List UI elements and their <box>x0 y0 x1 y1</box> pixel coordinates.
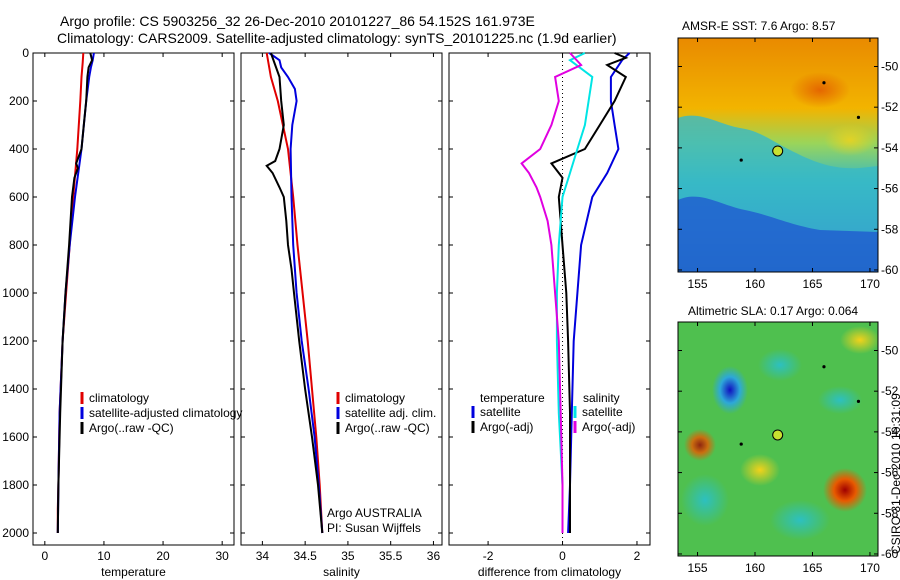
island-marker <box>822 365 826 369</box>
series-line-3-1 <box>567 52 631 534</box>
y-tick-label: 600 <box>9 190 29 204</box>
map-y-tick-label: -52 <box>881 384 899 398</box>
series-line-2-3 <box>265 52 324 534</box>
y-tick-label: 1200 <box>2 334 29 348</box>
sla-map-title: Altimetric SLA: 0.17 Argo: 0.064 <box>688 304 859 318</box>
sla-field <box>678 322 878 556</box>
y-tick-label: 400 <box>9 142 29 156</box>
island-marker <box>856 399 861 403</box>
y-tick-label: 0 <box>22 46 29 60</box>
x-tick-label: 0 <box>41 549 48 563</box>
x-tick-label: 34 <box>256 549 270 563</box>
diff-legend-label: Argo(-adj) <box>582 420 635 434</box>
argo-position-marker <box>772 429 784 441</box>
plot-frame-3 <box>448 52 651 546</box>
x-tick-label: 20 <box>156 549 170 563</box>
map-x-tick-label: 170 <box>860 277 880 291</box>
map-frame-2 <box>677 321 879 557</box>
y-tick-label: 1400 <box>2 382 29 396</box>
salinity-legend-label: satellite adj. clim. <box>345 406 436 420</box>
y-tick-label: 2000 <box>2 526 29 540</box>
diff-legend-temperature-title: temperature <box>480 391 545 405</box>
y-tick-label: 1600 <box>2 430 29 444</box>
y-tick-label: 200 <box>9 94 29 108</box>
map-y-tick-label: -58 <box>881 222 899 236</box>
x-tick-label: 35.5 <box>379 549 403 563</box>
map-x-tick-label: 155 <box>688 561 708 575</box>
x-tick-label: -2 <box>483 549 494 563</box>
temperature-legend-label: satellite-adjusted climatology <box>89 406 242 420</box>
map-x-tick-label: 160 <box>745 277 765 291</box>
island-marker <box>856 115 861 119</box>
float-annotation: Argo AUSTRALIA <box>327 506 422 520</box>
x-axis-label: temperature <box>101 565 166 579</box>
x-tick-label: 36 <box>427 549 441 563</box>
diff-legend-label: satellite <box>582 405 623 419</box>
argo-position-marker <box>772 145 784 157</box>
map-x-tick-label: 165 <box>802 277 822 291</box>
x-tick-label: 30 <box>215 549 229 563</box>
float-annotation: PI: Susan Wijffels <box>327 521 421 535</box>
x-tick-label: 34.5 <box>293 549 317 563</box>
x-tick-label: 10 <box>97 549 111 563</box>
temperature-legend-label: Argo(..raw -QC) <box>89 421 174 435</box>
series-line-3-3 <box>555 52 594 533</box>
figure-title-line1: Argo profile: CS 5903256_32 26-Dec-2010 … <box>60 13 535 29</box>
map-y-tick-label: -58 <box>881 506 899 520</box>
map-y-tick-label: -60 <box>881 263 899 277</box>
map-y-tick-label: -52 <box>881 100 899 114</box>
sst-map-title: AMSR-E SST: 7.6 Argo: 8.57 <box>682 19 836 33</box>
x-tick-label: 2 <box>634 549 641 563</box>
map-y-tick-label: -50 <box>881 343 899 357</box>
map-y-tick-label: -54 <box>881 141 899 155</box>
x-axis-label: difference from climatology <box>478 565 621 579</box>
plot-frame-1 <box>32 52 235 546</box>
y-tick-label: 800 <box>9 238 29 252</box>
island-marker <box>739 442 743 446</box>
map-x-tick-label: 165 <box>802 561 822 575</box>
series-line-3-2 <box>549 52 629 533</box>
sst-field <box>678 38 878 272</box>
map-frame-1 <box>677 37 879 273</box>
map-y-tick-label: -60 <box>881 547 899 561</box>
credit-stamp: CSIRO 31-Dec-2010 10:31:09 <box>889 393 900 554</box>
series-line-2-1 <box>265 52 324 534</box>
diff-legend-label: Argo(-adj) <box>480 420 533 434</box>
series-line-1-3 <box>56 52 94 534</box>
series-line-3-4 <box>520 52 583 533</box>
island-marker <box>822 81 826 85</box>
map-y-tick-label: -50 <box>881 59 899 73</box>
salinity-legend-label: Argo(..raw -QC) <box>345 421 430 435</box>
x-axis-label: salinity <box>323 565 360 579</box>
series-line-1-1 <box>56 52 85 533</box>
island-marker <box>739 158 743 162</box>
map-y-tick-label: -54 <box>881 425 899 439</box>
map-x-tick-label: 170 <box>860 561 880 575</box>
salinity-legend-label: climatology <box>345 391 405 405</box>
map-y-tick-label: -56 <box>881 182 899 196</box>
series-line-1-2 <box>56 52 95 534</box>
series-line-2-2 <box>268 52 324 534</box>
x-tick-label: 0 <box>559 549 566 563</box>
plot-frame-2 <box>240 52 443 546</box>
diff-legend-label: satellite <box>480 405 521 419</box>
diff-legend-salinity-title: salinity <box>583 391 620 405</box>
x-tick-label: 35 <box>341 549 355 563</box>
y-tick-label: 1800 <box>2 478 29 492</box>
map-x-tick-label: 155 <box>688 277 708 291</box>
map-y-tick-label: -56 <box>881 466 899 480</box>
temperature-legend-label: climatology <box>89 391 149 405</box>
y-tick-label: 1000 <box>2 286 29 300</box>
map-x-tick-label: 160 <box>745 561 765 575</box>
figure-title-line2: Climatology: CARS2009. Satellite-adjuste… <box>57 30 617 46</box>
